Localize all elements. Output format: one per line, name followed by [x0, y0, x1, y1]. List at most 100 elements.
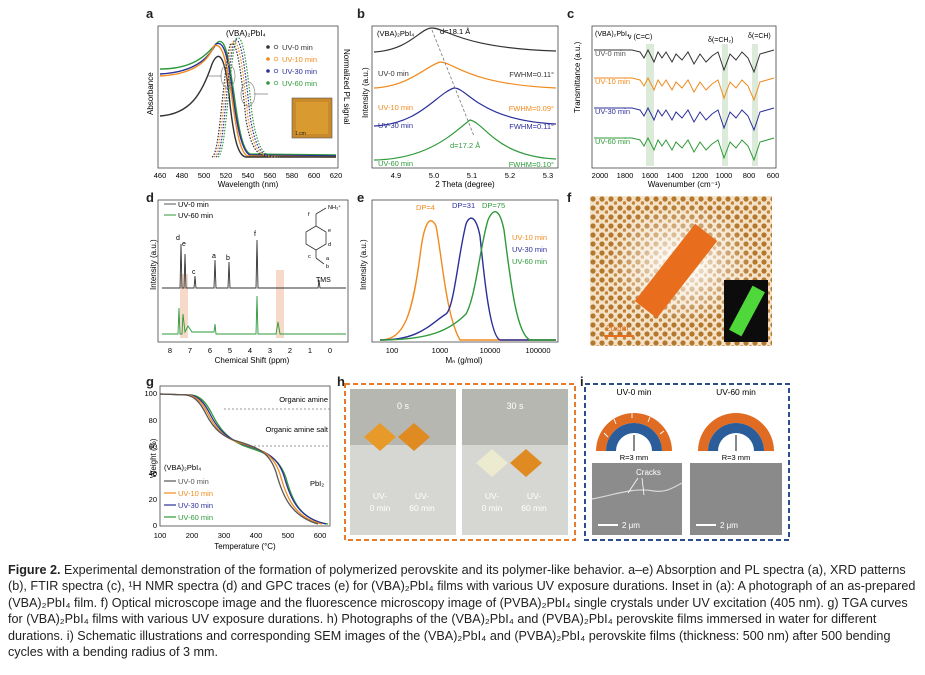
panel-b-frame: [371, 25, 559, 169]
panel-d-struct-c: c: [308, 254, 311, 260]
panel-c-ylabel: Transmittance (a.u.): [573, 41, 582, 113]
svg-text:580: 580: [286, 171, 299, 180]
svg-text:520: 520: [220, 171, 233, 180]
nmr-uv0: [162, 239, 346, 289]
peak-a: a: [212, 253, 216, 260]
panel-g-title: (VBA)₂PbI₄: [164, 463, 201, 472]
ftir-uv10: [594, 76, 775, 102]
svg-text:540: 540: [242, 171, 255, 180]
svg-text:UV-60 min: UV-60 min: [282, 79, 317, 88]
panel-c-xticks: 2000 1800 1600 1400 1200 1000 800 600: [592, 171, 780, 180]
figure-caption: Figure 2. Experimental demonstration of …: [8, 562, 918, 660]
svg-text:800: 800: [743, 171, 756, 180]
ftir-uv30: [594, 106, 775, 132]
panel-c-band-3: [752, 44, 758, 166]
panel-i-substrate-right: [708, 423, 764, 451]
panel-e-gpc: Intensity (a.u.) DP=4 DP=31 DP=75 UV-10 …: [359, 199, 559, 365]
svg-text:400: 400: [250, 531, 263, 540]
abs-uv30: [159, 42, 337, 157]
panel-g-xlabel: Temperature (°C): [214, 542, 276, 551]
panel-g-xticks: 100 200 300 400 500 600: [154, 531, 327, 540]
panel-b-curve-3: UV-60 min: [378, 159, 413, 168]
panel-d-struct-nh3: NH₃⁺: [328, 204, 341, 211]
svg-text:500: 500: [282, 531, 295, 540]
svg-text:480: 480: [176, 171, 189, 180]
panel-label-i: i: [580, 374, 584, 389]
panel-i-frame: [584, 383, 790, 541]
svg-text:560: 560: [264, 171, 277, 180]
panel-c-curve-1: UV-10 min: [595, 77, 630, 86]
panel-f-fluor-crystal: [729, 285, 765, 337]
panel-e-legend-0: UV-10 min: [512, 233, 547, 242]
panel-d-xticks: 8 7 6 5 4 3 2 1 0: [168, 346, 332, 355]
panel-f-scale-label: 20 μm: [606, 324, 629, 333]
pl-uv10: [213, 41, 277, 158]
panel-b-xrd: Intensity (a.u.) (VBA)₂PbI₄ d=18.1 Å UV-…: [361, 25, 559, 189]
svg-text:80: 80: [149, 416, 157, 425]
caption-text: Experimental demonstration of the format…: [8, 563, 916, 660]
ftir-uv0: [594, 48, 775, 74]
panel-c-frame: [591, 25, 777, 169]
panel-g-ann-1: Organic amine salt: [265, 425, 328, 434]
figure: a b c d e f g h i Absorbance Normalized …: [144, 6, 790, 551]
svg-text:460: 460: [154, 171, 167, 180]
panel-d-band-1: [180, 274, 188, 338]
panel-label-a: a: [146, 6, 154, 21]
panel-d-struct-f: f: [308, 212, 310, 218]
svg-text:4.9: 4.9: [391, 171, 401, 180]
panel-d-structure: [305, 207, 327, 265]
panel-b-curve-1: UV-10 min: [378, 103, 413, 112]
panel-i-sem-right: [690, 463, 782, 535]
gpc-uv60: [379, 211, 556, 341]
panel-a-ylabel: Absorbance: [146, 72, 155, 115]
panel-label-f: f: [567, 190, 572, 205]
panel-h-label-2: UV-: [485, 491, 499, 501]
svg-text:10000: 10000: [480, 346, 501, 355]
panel-d-nmr: Intensity (a.u.) UV-0 min UV-60 min d e …: [149, 199, 349, 365]
panel-e-xticks: 100 1000 10000 100000: [386, 346, 551, 355]
svg-text:UV-30 min: UV-30 min: [282, 67, 317, 76]
panel-c-xlabel: Wavenumber (cm⁻¹): [648, 180, 721, 189]
svg-text:4: 4: [248, 346, 252, 355]
panel-e-xlabel: Mₙ (g/mol): [446, 356, 483, 365]
svg-text:1400: 1400: [667, 171, 684, 180]
peak-e: e: [182, 241, 186, 248]
svg-text:5: 5: [228, 346, 232, 355]
panel-b-d-bottom: d=17.2 Å: [450, 141, 480, 150]
svg-text:5.2: 5.2: [505, 171, 515, 180]
panel-d-struct-d: d: [328, 242, 331, 248]
panel-f-microscope: 20 μm: [590, 196, 772, 346]
xrd-uv10: [373, 61, 557, 89]
svg-text:UV-10 min: UV-10 min: [282, 55, 317, 64]
svg-text:UV-0 min: UV-0 min: [282, 43, 313, 52]
peak-d: d: [176, 235, 180, 242]
panel-d-band-2: [276, 270, 284, 338]
svg-text:UV-0 min: UV-0 min: [178, 477, 209, 486]
gpc-uv10: [379, 220, 556, 341]
svg-text:5.1: 5.1: [467, 171, 477, 180]
svg-text:7: 7: [188, 346, 192, 355]
panel-h-film-right-2: [510, 449, 542, 477]
panel-a-legend: UV-0 min UV-10 min UV-30 min UV-60 min: [266, 43, 317, 88]
panel-i-scale-1: 2 μm: [720, 521, 738, 530]
panel-e-frame: [371, 199, 559, 343]
peak-f: f: [254, 231, 256, 238]
panel-i-title-1: UV-60 min: [716, 387, 756, 397]
panel-d-struct-b: b: [326, 264, 329, 270]
tga-uv0: [159, 393, 319, 525]
panel-b-curve-2: UV-30 min: [378, 121, 413, 130]
panel-d-frame: [157, 199, 349, 343]
panel-d-legend-0: UV-0 min: [178, 200, 209, 209]
panel-i-scale-0: 2 μm: [622, 521, 640, 530]
svg-text:100: 100: [144, 389, 157, 398]
panel-i-substrate-left: [606, 423, 662, 451]
svg-text:100: 100: [154, 531, 167, 540]
panel-a-xlabel: Wavelength (nm): [218, 180, 279, 189]
panel-c-title: (VBA)₂PbI₄: [595, 31, 630, 38]
panel-c-curve-3: UV-60 min: [595, 137, 630, 146]
panel-d-legend-1: UV-60 min: [178, 211, 213, 220]
panel-g-yticks: 100 80 60 40 20 0: [144, 389, 157, 530]
svg-text:1600: 1600: [642, 171, 659, 180]
panel-b-title: (VBA)₂PbI₄: [377, 29, 414, 38]
panel-h-label-0b: 0 min: [370, 503, 391, 513]
